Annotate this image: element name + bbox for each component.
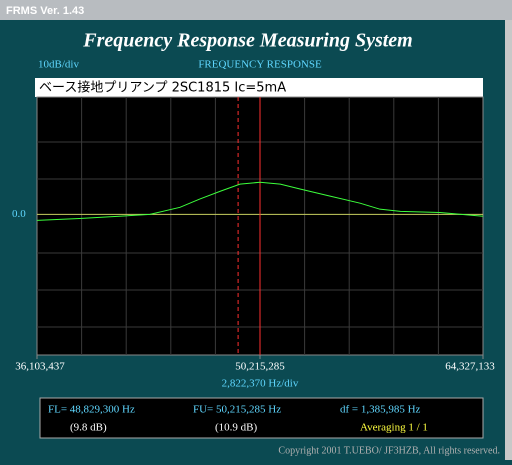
plot [36,97,484,355]
averaging: Averaging 1 / 1 [360,422,428,434]
window-border [505,20,512,460]
banner: ベース接地プリアンプ 2SC1815 Ic=5mA [39,80,286,96]
chart-subtitle: FREQUENCY RESPONSE [198,59,322,71]
copyright: Copyright 2001 T.UEBO/ JF3HZB, All right… [278,445,500,456]
x-scale-label: 2,822,370 Hz/div [222,378,299,390]
banner-box [35,78,483,97]
status-box [39,397,484,439]
fl: FL= 48,829,300 Hz [48,404,135,416]
x-tick-label: 64,327,133 [445,361,495,373]
fu: FU= 50,215,285 Hz [193,404,281,416]
fu-db: (10.9 dB) [215,422,258,434]
x-tick-label: 36,103,437 [15,361,65,373]
fl-db: (9.8 dB) [70,422,107,434]
x-tick-label: 50,215,285 [235,361,285,373]
y-scale-label: 10dB/div [38,59,79,71]
title-bar [0,0,512,20]
window-title: FRMS Ver. 1.43 [6,5,84,17]
df: df = 1,385,985 Hz [340,404,421,416]
chart-title: Frequency Response Measuring System [82,30,412,52]
y-tick-label: 0.0 [12,208,26,220]
response-curve [36,181,484,221]
